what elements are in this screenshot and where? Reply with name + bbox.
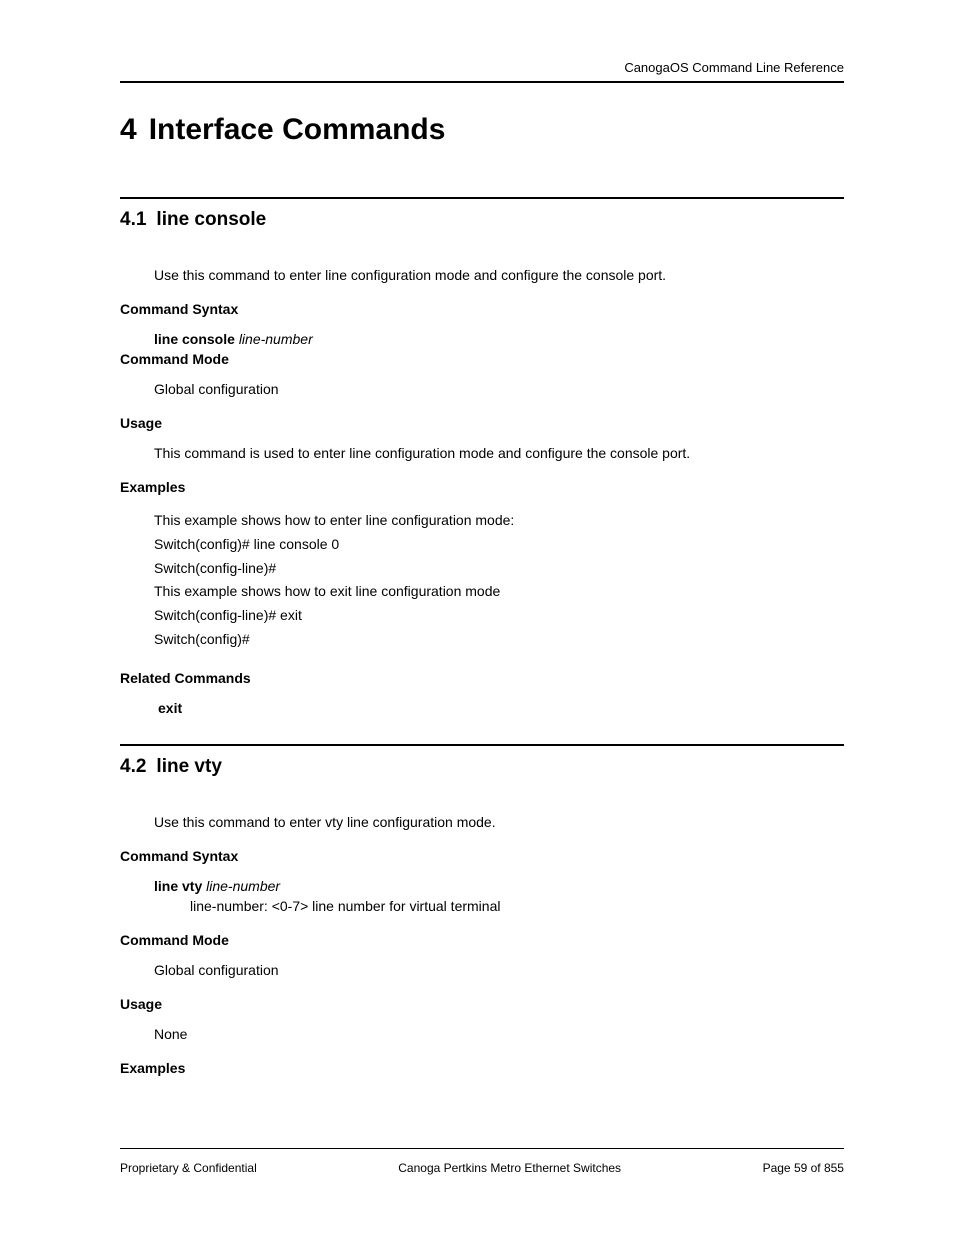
example-line: Switch(config-line)# [154,557,844,581]
footer-left: Proprietary & Confidential [120,1161,257,1175]
syntax-heading: Command Syntax [120,301,844,317]
syntax-heading: Command Syntax [120,848,844,864]
section-name: line vty [156,756,221,777]
mode-text: Global configuration [154,962,844,978]
usage-text: This command is used to enter line confi… [154,445,844,461]
mode-text: Global configuration [154,381,844,397]
example-line: Switch(config)# line console 0 [154,533,844,557]
section-rule [120,197,844,199]
example-line: This example shows how to enter line con… [154,509,844,533]
example-line: This example shows how to exit line conf… [154,580,844,604]
page-footer: Proprietary & Confidential Canoga Pertki… [120,1148,844,1175]
section-title: 4.1 line console [120,209,844,231]
footer-right: Page 59 of 855 [763,1161,844,1175]
chapter-title: 4 Interface Commands [120,113,844,147]
example-line: Switch(config-line)# exit [154,604,844,628]
footer-row: Proprietary & Confidential Canoga Pertki… [120,1161,844,1175]
section-intro: Use this command to enter line configura… [154,267,844,283]
syntax-param: line-number [239,331,313,347]
section-line-console: 4.1 line console Use this command to ente… [120,197,844,716]
section-number: 4.2 [120,756,146,777]
chapter-number: 4 [120,113,137,146]
syntax-command: line vty [154,878,202,894]
examples-heading: Examples [120,479,844,495]
header-doc-title: CanogaOS Command Line Reference [120,60,844,75]
section-title: 4.2 line vty [120,756,844,778]
examples-heading: Examples [120,1060,844,1076]
mode-heading: Command Mode [120,351,844,367]
usage-heading: Usage [120,415,844,431]
examples-block: This example shows how to enter line con… [154,509,844,652]
related-heading: Related Commands [120,670,844,686]
footer-rule [120,1148,844,1149]
syntax-line: line console line-number [154,331,844,347]
header-rule [120,81,844,83]
chapter-name: Interface Commands [149,113,446,146]
syntax-param: line-number [206,878,280,894]
usage-heading: Usage [120,996,844,1012]
section-line-vty: 4.2 line vty Use this command to enter vt… [120,744,844,1076]
usage-text: None [154,1026,844,1042]
section-name: line console [156,209,266,230]
syntax-line: line vty line-number [154,878,844,894]
related-command: exit [158,700,844,716]
example-line: Switch(config)# [154,628,844,652]
syntax-command: line console [154,331,235,347]
section-number: 4.1 [120,209,146,230]
section-rule [120,744,844,746]
footer-center: Canoga Pertkins Metro Ethernet Switches [398,1161,621,1175]
syntax-detail: line-number: <0-7> line number for virtu… [190,898,844,914]
syntax-block: line vty line-number [154,878,844,894]
mode-heading: Command Mode [120,932,844,948]
section-intro: Use this command to enter vty line confi… [154,814,844,830]
